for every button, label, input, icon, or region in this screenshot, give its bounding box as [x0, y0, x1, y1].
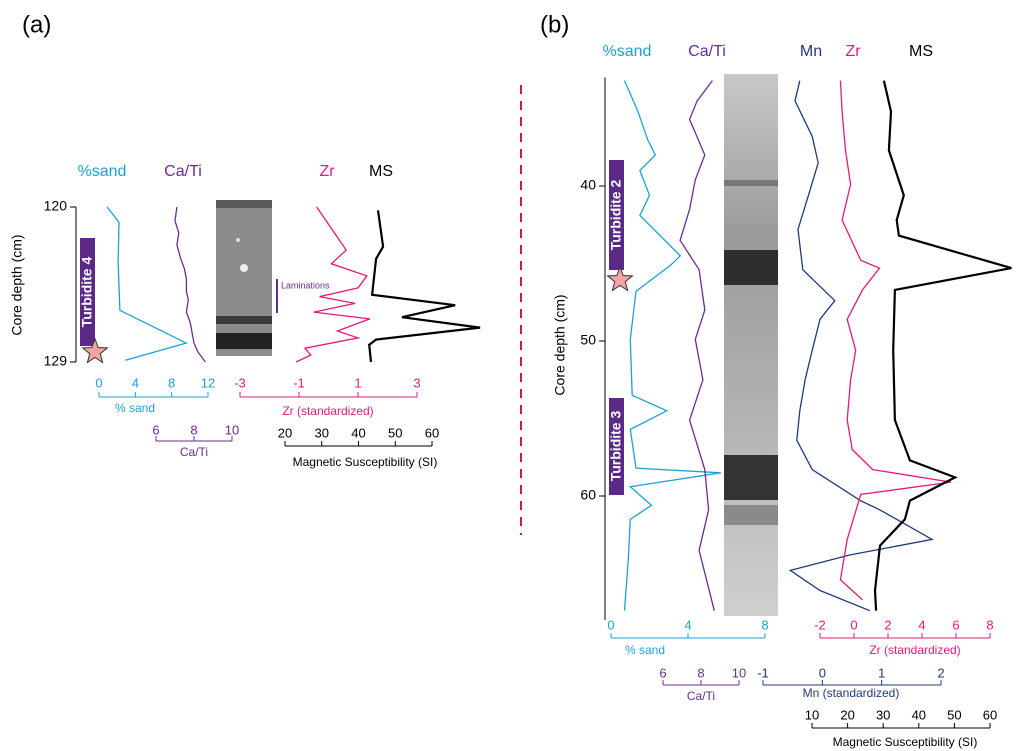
- figure: Turbidite 4 Laminations Turbidite 2 Turb…: [0, 0, 1018, 751]
- series-header: Zr: [319, 163, 335, 180]
- x-tick-label: -1: [757, 665, 769, 680]
- x-axis-label: % sand: [625, 643, 665, 657]
- x-tick-label: 30: [876, 707, 890, 722]
- series-header: %sand: [603, 43, 652, 60]
- core-photo-a: [216, 200, 272, 356]
- x-tick-label: 0: [850, 617, 857, 632]
- x-tick-label: 10: [225, 422, 239, 437]
- panel-title: (b): [540, 11, 569, 38]
- series-line: [175, 207, 205, 362]
- x-tick-label: 8: [697, 665, 704, 680]
- x-tick-label: 60: [983, 707, 997, 722]
- x-tick-label: 50: [947, 707, 961, 722]
- series-header: %sand: [78, 163, 127, 180]
- x-tick-label: 40: [351, 425, 365, 440]
- y-tick-label: 40: [580, 177, 596, 193]
- x-tick-label: 4: [918, 617, 925, 632]
- x-tick-label: 30: [315, 425, 329, 440]
- x-tick-label: 0: [95, 375, 102, 390]
- series-line: [680, 81, 714, 611]
- x-axis-label: Mn (standardized): [803, 686, 900, 700]
- series-line: [875, 81, 1011, 611]
- annotation: Laminations: [281, 280, 330, 290]
- y-tick-label: 50: [580, 332, 596, 348]
- x-tick-label: 2: [937, 665, 944, 680]
- series-line: [625, 81, 721, 611]
- annotation: Turbidite 3: [608, 411, 624, 482]
- x-axis-label: Magnetic Susceptibility (SI): [293, 455, 438, 469]
- x-tick-label: 1: [878, 665, 885, 680]
- x-axis-label: Zr (standardized): [282, 404, 373, 418]
- series-header: MS: [369, 163, 393, 180]
- y-tick-label: 60: [580, 487, 596, 503]
- x-tick-label: 8: [190, 422, 197, 437]
- y-axis-label: Core depth (cm): [9, 234, 25, 335]
- series-line: [107, 207, 186, 360]
- x-tick-label: 6: [952, 617, 959, 632]
- x-tick-label: 4: [684, 617, 691, 632]
- x-tick-label: -1: [293, 375, 305, 390]
- y-axis-label: Core depth (cm): [552, 294, 568, 395]
- x-axis-label: Magnetic Susceptibility (SI): [833, 735, 978, 749]
- x-axis-label: Ca/Ti: [687, 689, 715, 703]
- x-tick-label: 40: [912, 707, 926, 722]
- x-tick-label: 3: [413, 375, 420, 390]
- x-axis-label: Zr (standardized): [869, 643, 960, 657]
- y-tick-label: 120: [44, 198, 68, 214]
- x-tick-label: -2: [814, 617, 826, 632]
- x-tick-label: 0: [607, 617, 614, 632]
- x-tick-label: 10: [732, 665, 746, 680]
- x-tick-label: 4: [132, 375, 139, 390]
- annotation: Turbidite 2: [608, 180, 624, 251]
- x-tick-label: 8: [986, 617, 993, 632]
- x-tick-label: 50: [388, 425, 402, 440]
- x-axis-label: Ca/Ti: [180, 445, 208, 459]
- x-tick-label: 20: [278, 425, 292, 440]
- y-tick-label: 129: [44, 353, 68, 369]
- series-header: Mn: [800, 43, 822, 60]
- annotation: Turbidite 4: [79, 257, 95, 328]
- x-axis-label: % sand: [115, 401, 155, 415]
- x-tick-label: 6: [152, 422, 159, 437]
- x-tick-label: 60: [425, 425, 439, 440]
- series-header: MS: [909, 43, 933, 60]
- x-tick-label: 2: [884, 617, 891, 632]
- x-tick-label: -3: [234, 375, 246, 390]
- x-tick-label: 8: [761, 617, 768, 632]
- x-tick-label: 12: [201, 375, 215, 390]
- series-header: Ca/Ti: [164, 163, 202, 180]
- series-header: Zr: [845, 43, 861, 60]
- x-tick-label: 10: [805, 707, 819, 722]
- panel-title: (a): [22, 11, 51, 38]
- x-tick-label: 0: [819, 665, 826, 680]
- x-tick-label: 8: [168, 375, 175, 390]
- series-line: [369, 210, 480, 362]
- x-tick-label: 6: [659, 665, 666, 680]
- core-photo-b: [724, 74, 778, 616]
- series-line: [790, 81, 932, 611]
- x-tick-label: 1: [354, 375, 361, 390]
- star: [608, 267, 633, 291]
- series-line: [840, 81, 951, 600]
- x-tick-label: 20: [840, 707, 854, 722]
- series-header: Ca/Ti: [688, 43, 726, 60]
